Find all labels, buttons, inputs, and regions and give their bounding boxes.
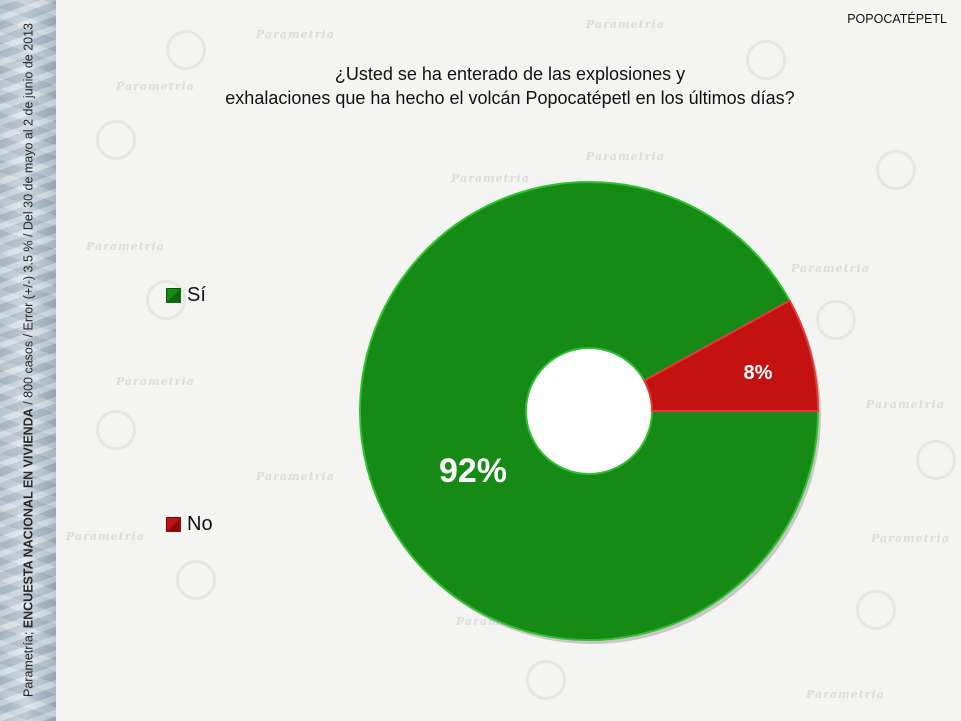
legend-swatch-si (166, 288, 181, 303)
left-decorative-strip: Parametría; ENCUESTA NACIONAL EN VIVIEND… (0, 0, 56, 721)
legend-swatch-no (166, 517, 181, 532)
question-title: ¿Usted se ha enterado de las explosiones… (150, 62, 870, 110)
data-label-si: 92% (439, 452, 507, 490)
topic-label: POPOCATÉPETL (847, 12, 947, 26)
slice-si (359, 181, 820, 641)
donut-hole (527, 349, 651, 473)
legend-item-si: Sí (166, 284, 206, 307)
legend-item-no: No (166, 513, 213, 536)
question-line-1: ¿Usted se ha enterado de las explosiones… (334, 64, 686, 84)
strip-texture (0, 0, 56, 721)
question-line-2: exhalaciones que ha hecho el volcán Popo… (225, 88, 795, 108)
data-label-no: 8% (744, 362, 773, 384)
slice-no (642, 299, 820, 412)
legend-label-no: No (187, 513, 213, 535)
legend-label-si: Sí (187, 284, 206, 306)
